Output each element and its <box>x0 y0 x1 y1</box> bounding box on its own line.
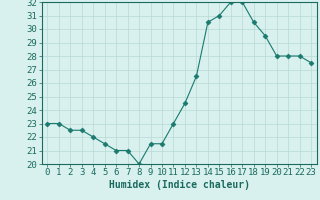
X-axis label: Humidex (Indice chaleur): Humidex (Indice chaleur) <box>109 180 250 190</box>
